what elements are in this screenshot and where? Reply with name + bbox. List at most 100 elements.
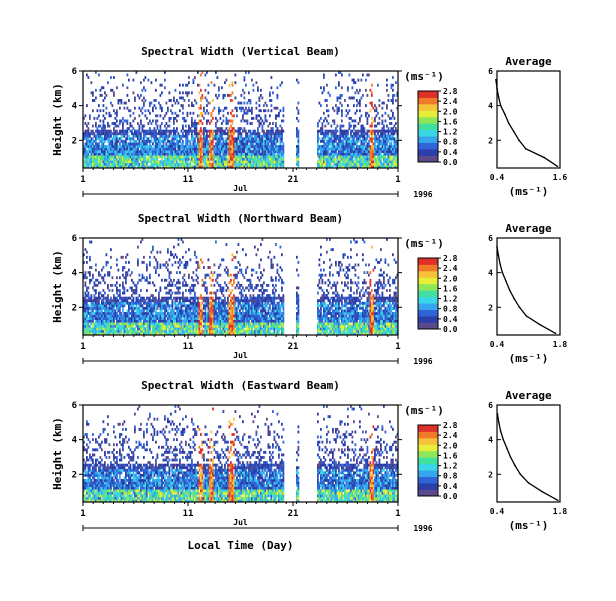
heatmap-cell <box>386 88 388 92</box>
heatmap-cell <box>189 129 192 133</box>
heatmap-cell <box>204 137 207 141</box>
heatmap-cell <box>317 160 319 164</box>
heatmap-cell <box>381 157 384 161</box>
heatmap-cell <box>339 142 342 146</box>
heatmap-cell <box>233 129 235 133</box>
heatmap-cell <box>231 127 234 131</box>
heatmap-cell <box>111 137 114 141</box>
heatmap-cell <box>153 132 156 136</box>
heatmap-cell <box>209 309 211 313</box>
heatmap-cell <box>128 296 130 300</box>
heatmap-cell <box>236 106 238 110</box>
heatmap-cell <box>201 152 204 156</box>
heatmap-cell <box>381 139 384 143</box>
heatmap-cell <box>158 273 160 277</box>
heatmap-cell <box>336 109 339 113</box>
heatmap-cell <box>326 129 328 133</box>
heatmap-cell <box>177 281 180 285</box>
heatmap-cell <box>182 127 184 131</box>
heatmap-cell <box>92 273 94 277</box>
heatmap-cell <box>204 134 207 138</box>
heatmap-cell <box>99 155 102 159</box>
heatmap-cell <box>141 306 144 310</box>
heatmap-cell <box>173 324 175 328</box>
heatmap-cell <box>131 150 133 153</box>
heatmap-cell <box>104 91 106 95</box>
heatmap-cell <box>282 157 285 161</box>
heatmap-cell <box>258 139 261 143</box>
heatmap-cell <box>134 332 136 336</box>
heatmap-cell <box>252 145 255 148</box>
heatmap-cell <box>234 73 237 77</box>
heatmap-cell <box>147 312 150 315</box>
heatmap-cell <box>224 165 226 169</box>
heatmap-cell <box>230 155 232 159</box>
heatmap-cell <box>168 124 171 128</box>
heatmap-cell <box>164 71 166 74</box>
heatmap-cell <box>110 317 112 320</box>
heatmap-cell <box>341 165 343 169</box>
heatmap-cell <box>177 152 180 156</box>
heatmap-cell <box>228 162 231 166</box>
heatmap-cell <box>380 134 382 138</box>
heatmap-cell <box>200 104 202 108</box>
heatmap-cell <box>164 296 166 300</box>
heatmap-cell <box>87 332 90 336</box>
heatmap-cell <box>146 314 148 318</box>
heatmap-cell <box>266 157 268 161</box>
heatmap-cell <box>198 145 201 148</box>
heatmap-cell <box>237 127 240 131</box>
heatmap-cell <box>201 314 204 318</box>
heatmap-cell <box>131 152 133 156</box>
heatmap-cell <box>105 160 108 164</box>
average-x-tick-label: 0.4 <box>490 173 505 182</box>
heatmap-cell <box>105 165 108 169</box>
heatmap-cell <box>113 76 115 79</box>
heatmap-cell <box>275 160 277 164</box>
heatmap-cell <box>378 152 381 156</box>
heatmap-cell <box>240 127 243 131</box>
heatmap-cell <box>165 291 168 295</box>
heatmap-cell <box>330 137 333 141</box>
heatmap-cell <box>362 73 364 77</box>
heatmap-cell <box>176 155 178 159</box>
heatmap-cell <box>186 129 189 133</box>
heatmap-cell <box>266 139 268 143</box>
heatmap-cell <box>356 150 358 153</box>
heatmap-cell <box>179 165 181 169</box>
heatmap-cell <box>230 145 232 148</box>
heatmap-cell <box>381 106 384 110</box>
heatmap-cell <box>126 271 129 275</box>
heatmap-cell <box>362 132 364 136</box>
heatmap-cell <box>218 111 220 115</box>
heatmap-cell <box>278 155 280 159</box>
heatmap-cell <box>90 155 93 159</box>
heatmap-cell <box>341 157 343 161</box>
heatmap-cell <box>101 132 103 136</box>
heatmap-cell <box>189 145 192 148</box>
heatmap-cell <box>372 119 375 123</box>
heatmap-cell <box>90 240 93 244</box>
heatmap-cell <box>149 281 151 285</box>
heatmap-cell <box>242 152 244 156</box>
heatmap-cell <box>132 155 135 159</box>
heatmap-cell <box>390 134 393 138</box>
heatmap-cell <box>116 301 118 305</box>
heatmap-cell <box>116 124 118 128</box>
heatmap-cell <box>149 145 151 148</box>
heatmap-cell <box>167 324 169 328</box>
heatmap-cell <box>338 96 340 100</box>
heatmap-cell <box>252 150 255 153</box>
heatmap-cell <box>99 139 102 143</box>
heatmap-cell <box>342 155 345 159</box>
heatmap-cell <box>84 150 87 153</box>
heatmap-cell <box>92 132 94 136</box>
heatmap-cell <box>140 155 142 159</box>
heatmap-cell <box>182 139 184 143</box>
heatmap-cell <box>135 139 138 143</box>
heatmap-cell <box>182 132 184 136</box>
heatmap-cell <box>186 332 189 336</box>
heatmap-cell <box>117 289 120 292</box>
heatmap-cell <box>198 332 201 336</box>
heatmap-cell <box>131 132 133 136</box>
